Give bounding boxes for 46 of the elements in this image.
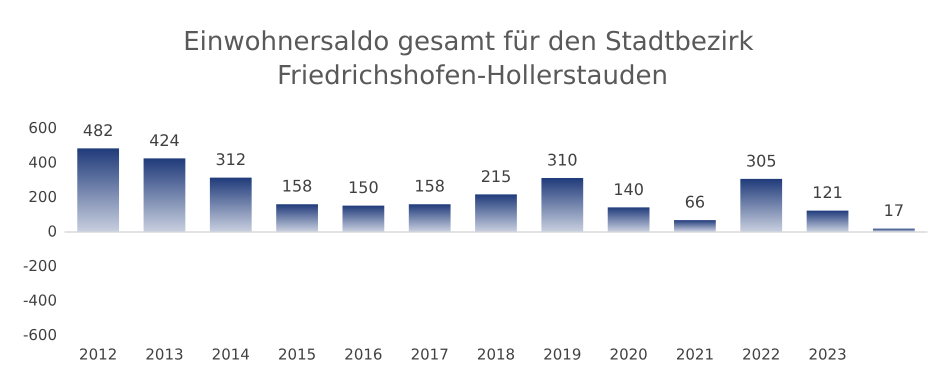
bar [872,228,915,232]
y-tick-label: -600 [22,326,57,344]
bar [674,220,716,232]
x-tick-label: 2020 [610,346,648,364]
data-label: 310 [547,150,578,170]
x-tick-label: 2014 [212,346,250,364]
x-tick-label: 2021 [676,346,714,364]
data-label: 121 [812,183,843,202]
x-tick-label: 2013 [145,346,184,364]
x-tick-label: 2015 [278,346,316,364]
bar [475,194,517,232]
x-tick-label: 2019 [543,346,582,364]
bar [408,204,451,232]
data-label: 312 [215,150,246,170]
data-label: 482 [82,120,114,140]
chart-title: Einwohnersaldo gesamt für den Stadtbezirk Friedrichshofen-Hollerstauden [183,27,762,91]
data-label: 424 [149,130,180,150]
x-tick-label: 2017 [410,346,449,364]
data-label: 17 [884,201,904,220]
y-tick-label: 0 [47,222,57,240]
bar [77,148,120,232]
data-label: 305 [746,151,777,170]
y-tick-label: -400 [22,292,57,310]
data-label: 150 [348,178,379,198]
bar [806,210,848,232]
bar [144,158,186,232]
bar [342,206,384,232]
x-tick-label: 2018 [476,346,516,364]
y-tick-label: 400 [28,154,57,172]
bar [210,178,252,232]
x-tick-label: 2012 [79,346,118,364]
data-label: 158 [414,176,445,196]
x-tick-label: 2016 [344,346,382,364]
data-label: 140 [613,180,644,199]
data-label: 66 [684,192,706,212]
data-label: 158 [282,176,312,196]
x-tick-label: 2022 [742,346,780,364]
bar [541,178,584,232]
bar [276,204,318,232]
y-tick-label: 200 [28,188,57,206]
x-tick-label: 2023 [808,346,847,364]
bar [740,178,782,232]
y-tick-label: 600 [28,119,57,137]
bar [608,207,650,232]
y-tick-label: -200 [22,257,57,275]
data-label: 215 [480,166,512,186]
